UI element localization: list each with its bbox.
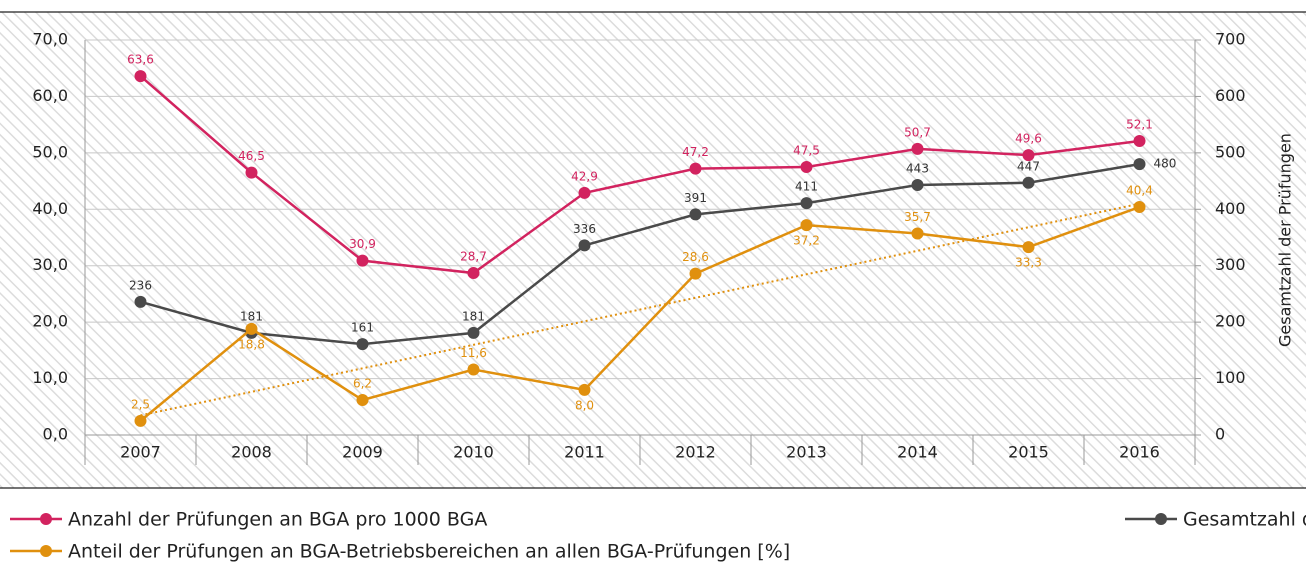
y2-tick-label: 700 — [1215, 30, 1246, 49]
series-line — [140, 162, 1140, 346]
data-point — [911, 142, 924, 155]
series-line — [139, 205, 1140, 422]
y-tick-label: 0,0 — [43, 425, 68, 444]
data-point — [134, 414, 147, 427]
y-tick-label: 50,0 — [32, 142, 68, 161]
data-point — [689, 208, 702, 221]
data-label: 28,6 — [682, 250, 709, 264]
data-label: 63,6 — [127, 53, 154, 67]
data-label: 47,5 — [793, 143, 820, 157]
y2-tick-label: 500 — [1215, 142, 1246, 161]
x-tick-label: 2014 — [897, 443, 938, 462]
data-point — [134, 295, 147, 308]
data-point — [356, 394, 369, 407]
data-point — [1133, 201, 1146, 214]
x-tick-label: 2009 — [342, 443, 383, 462]
y2-tick-label: 300 — [1215, 255, 1246, 274]
legend-marker — [40, 513, 52, 525]
data-point — [578, 383, 591, 396]
data-label: 52,1 — [1126, 118, 1153, 132]
data-point — [689, 267, 702, 280]
x-tick-label: 2016 — [1119, 443, 1160, 462]
data-label: 6,2 — [353, 377, 372, 391]
data-label: 181 — [462, 309, 485, 323]
data-point — [1022, 241, 1035, 254]
data-point — [800, 219, 813, 232]
y2-tick-label: 200 — [1215, 312, 1246, 331]
x-tick-label: 2011 — [564, 443, 605, 462]
y-tick-label: 10,0 — [32, 368, 68, 387]
data-point — [911, 179, 924, 192]
x-tick-label: 2015 — [1008, 443, 1049, 462]
data-label: 480 — [1154, 157, 1177, 171]
data-label: 30,9 — [349, 237, 376, 251]
data-point — [911, 227, 924, 240]
x-tick-label: 2010 — [453, 443, 494, 462]
data-label: 50,7 — [904, 125, 931, 139]
data-label: 37,2 — [793, 234, 820, 248]
trendline — [140, 202, 1140, 417]
data-point — [467, 267, 480, 280]
data-point — [1133, 158, 1146, 171]
legend-label: Anzahl der Prüfungen an BGA pro 1000 BGA — [68, 509, 487, 531]
data-label: 49,6 — [1015, 132, 1042, 146]
y2-tick-label: 100 — [1215, 368, 1246, 387]
data-point — [134, 70, 147, 83]
data-label: 35,7 — [904, 210, 931, 224]
data-label: 2,5 — [131, 397, 150, 411]
y2-axis-title: Gesamtzahl der Prüfungen — [1276, 133, 1295, 347]
data-point — [578, 186, 591, 199]
data-point — [1022, 176, 1035, 189]
data-label: 47,2 — [682, 145, 709, 159]
y-tick-label: 30,0 — [32, 255, 68, 274]
data-point — [1022, 149, 1035, 162]
data-label: 447 — [1017, 159, 1040, 173]
data-label: 28,7 — [460, 250, 487, 264]
y-tick-label: 70,0 — [32, 30, 68, 49]
data-point — [800, 160, 813, 173]
data-label: 18,8 — [238, 337, 265, 351]
data-label: 11,6 — [460, 346, 487, 360]
data-label: 161 — [351, 321, 374, 335]
x-tick-label: 2007 — [120, 443, 161, 462]
data-point — [245, 166, 258, 179]
y2-tick-label: 400 — [1215, 199, 1246, 218]
data-point — [1133, 135, 1146, 148]
y-tick-label: 60,0 — [32, 86, 68, 105]
y2-tick-label: 600 — [1215, 86, 1246, 105]
series-line — [139, 75, 1140, 275]
data-label: 46,5 — [238, 149, 265, 163]
data-label: 336 — [573, 222, 596, 236]
data-point — [467, 326, 480, 339]
data-point — [800, 197, 813, 210]
data-label: 391 — [684, 191, 707, 205]
data-label: 42,9 — [571, 169, 598, 183]
data-label: 40,4 — [1126, 184, 1153, 198]
legend-label: Gesamtzahl der Prüfungen an BGA — [1183, 509, 1306, 531]
background — [0, 12, 1306, 488]
data-label: 181 — [240, 309, 263, 323]
data-point — [467, 363, 480, 376]
legend-marker — [40, 545, 52, 557]
x-tick-label: 2013 — [786, 443, 827, 462]
data-label: 8,0 — [575, 398, 594, 412]
x-tick-label: 2008 — [231, 443, 272, 462]
y2-tick-label: 0 — [1215, 425, 1225, 444]
data-label: 33,3 — [1015, 256, 1042, 270]
y-tick-label: 40,0 — [32, 199, 68, 218]
x-tick-label: 2012 — [675, 443, 716, 462]
y-tick-label: 20,0 — [32, 312, 68, 331]
legend-marker — [1155, 513, 1167, 525]
data-point — [356, 254, 369, 267]
data-point — [578, 239, 591, 252]
legend-label: Anteil der Prüfungen an BGA-Betriebsbere… — [68, 541, 790, 563]
data-label: 411 — [795, 180, 818, 194]
data-point — [356, 338, 369, 351]
data-point — [245, 322, 258, 335]
data-point — [689, 162, 702, 175]
data-label: 236 — [129, 278, 152, 292]
data-label: 443 — [906, 162, 929, 176]
